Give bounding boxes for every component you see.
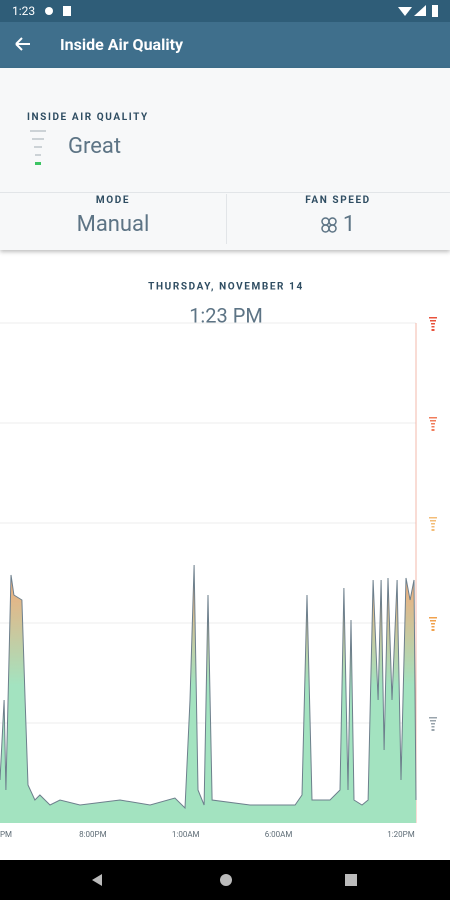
level-icon-bar xyxy=(429,617,437,619)
divider xyxy=(226,194,227,244)
level-icon-bar xyxy=(431,726,435,728)
level-icon-dot xyxy=(431,629,435,631)
mode-value: Manual xyxy=(76,212,150,237)
screen-title: Inside Air Quality xyxy=(60,35,184,54)
chart: THURSDAY, NOVEMBER 14 1:23 PM PM 8:00PM 1:… xyxy=(0,282,437,839)
summary-card: INSIDE AIR QUALITY Great MODE Manual FAN… xyxy=(0,68,450,250)
app-bar: Inside Air Quality xyxy=(0,22,450,68)
x-tick-label: PM xyxy=(0,830,12,839)
x-tick-label: 1:00AM xyxy=(172,830,200,839)
back-button[interactable] xyxy=(10,22,40,68)
level-icon-bar xyxy=(431,323,435,325)
level-icon-bar xyxy=(429,317,437,319)
level-icon-bar xyxy=(431,523,435,525)
x-tick-label: 1:20PM xyxy=(387,830,414,839)
nav-home[interactable] xyxy=(220,874,232,886)
nav-bar xyxy=(0,860,450,900)
level-icon-bar xyxy=(431,423,435,425)
level-icon-bar xyxy=(430,320,436,322)
level-icon-bar xyxy=(430,720,436,722)
mode-label: MODE xyxy=(95,195,131,206)
level-icon-bar xyxy=(431,526,435,528)
quality-label: INSIDE AIR QUALITY xyxy=(27,112,149,123)
level-icon-bar xyxy=(429,517,437,519)
level-icon-bar xyxy=(431,626,435,628)
nav-recents[interactable] xyxy=(345,874,357,886)
divider xyxy=(0,192,450,193)
area xyxy=(0,565,416,823)
clock: 1:23 xyxy=(12,4,36,18)
status-icons xyxy=(45,5,438,17)
level-icon xyxy=(429,317,437,331)
status-bar: 1:23 xyxy=(0,0,450,22)
fan-block[interactable]: FAN SPEED 1 xyxy=(226,194,450,237)
level-icon-bar xyxy=(430,420,436,422)
level-icon xyxy=(429,517,437,531)
quality-value: Great xyxy=(68,134,122,159)
level-icon-bar xyxy=(430,520,436,522)
level-icon xyxy=(429,617,437,631)
level-icon-dot xyxy=(431,729,435,731)
x-tick-label: 6:00AM xyxy=(265,830,293,839)
level-icon xyxy=(429,717,437,731)
line xyxy=(0,564,417,810)
chart-title: THURSDAY, NOVEMBER 14 xyxy=(148,282,304,293)
level-icon xyxy=(429,417,437,431)
fan-row: 1 xyxy=(226,212,450,237)
quality-icon xyxy=(30,130,46,165)
x-tick-label: 8:00PM xyxy=(79,830,106,839)
level-icon-bar xyxy=(429,717,437,719)
chart-subtitle: 1:23 PM xyxy=(189,303,263,327)
level-icon-dot xyxy=(431,529,435,531)
level-icon-bar xyxy=(430,620,436,622)
level-icon-bar xyxy=(431,623,435,625)
level-icon-bar xyxy=(431,426,435,428)
fan-value: 1 xyxy=(342,212,356,237)
level-icon-dot xyxy=(431,329,435,331)
level-icon-dot xyxy=(431,429,435,431)
nav-back[interactable] xyxy=(92,874,102,886)
nav-buttons xyxy=(92,874,357,886)
mode-block[interactable]: MODE Manual xyxy=(0,194,226,237)
level-icon-bar xyxy=(431,723,435,725)
fan-label: FAN SPEED xyxy=(305,195,371,206)
level-icon-bar xyxy=(431,326,435,328)
level-icon-bar xyxy=(429,417,437,419)
fan-icon xyxy=(321,217,337,233)
